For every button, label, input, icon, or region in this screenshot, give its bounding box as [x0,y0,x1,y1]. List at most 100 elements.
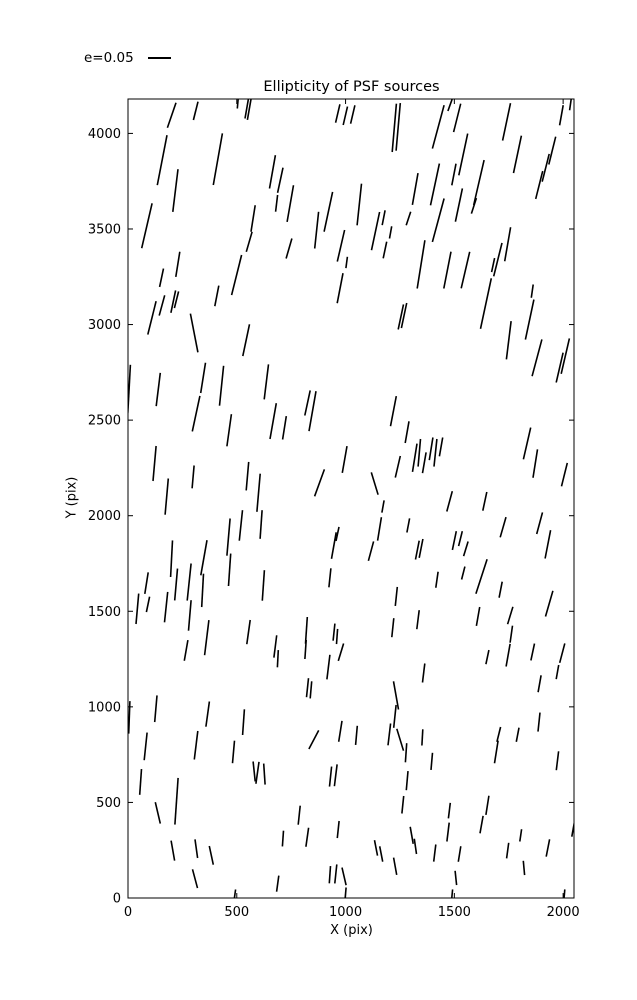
ellipticity-stick [447,99,453,112]
x-tick-label: 1500 [438,905,471,920]
ellipticity-stick [400,302,408,329]
ellipticity-stick [391,103,398,153]
ellipticity-stick [276,167,284,193]
ellipticity-stick [334,104,341,123]
y-tick-label: 4000 [88,127,121,142]
ellipticity-stick [174,777,179,825]
ellipticity-stick [541,153,550,182]
y-tick-label: 1000 [88,700,121,715]
chart-title: Ellipticity of PSF sources [263,79,440,95]
ellipticity-stick [537,712,541,732]
ellipticity-stick [227,553,232,587]
ellipticity-stick [492,242,503,277]
ellipticity-stick [154,802,162,824]
ellipticity-stick [286,185,295,223]
ellipticity-stick [313,469,326,497]
ellipticity-stick [187,600,192,631]
ellipticity-stick [241,709,246,736]
ellipticity-stick [470,197,478,214]
ellipticity-stick [203,620,210,656]
ellipticity-stick [475,558,488,595]
ellipticity-stick [421,729,424,746]
ellipticity-stick [382,241,388,259]
ellipticity-stick [506,606,514,625]
ellipticity-stick [144,572,149,595]
ellipticity-stick [452,103,462,133]
ellipticity-stick [138,769,143,795]
ellipticity-stick [392,681,400,710]
ellipticity-stick [342,106,349,126]
ellipticity-stick [328,866,332,884]
ellipticity-stick [443,251,452,289]
ellipticity-stick [218,365,225,406]
ellipticity-stick [354,725,359,745]
ellipticity-stick [512,135,523,174]
ellipticity-stick [509,625,514,643]
ellipticity-stick [345,256,349,269]
ellipticity-stick [397,304,405,330]
ellipticity-stick [333,764,338,787]
ellipticity-stick [460,251,471,289]
legend-label: e=0.05 [84,50,134,66]
ellipticity-stick [409,826,414,844]
ellipticity-stick [145,596,151,613]
ellipticity-stick [555,352,564,383]
ellipticity-stick [493,740,499,764]
y-tick-label: 500 [96,796,121,811]
ellipticity-stick [166,102,177,128]
ellipticity-stick [370,211,381,251]
x-tick-label: 500 [224,905,249,920]
ellipticity-stick [485,649,490,665]
ellipticity-stick [244,99,250,119]
ellipticity-stick [274,194,279,212]
ellipticity-stick [246,619,251,645]
ellipticity-stick [349,105,356,124]
ellipticity-stick [191,869,199,889]
ellipticity-stick [233,889,237,898]
ellipticity-stick [236,99,239,109]
ellipticity-stick [356,183,363,226]
x-tick-label: 1000 [329,905,362,920]
ellipticity-stick [381,210,386,226]
ellipticity-stick [406,518,411,533]
ellipticity-stick [275,875,280,892]
ellipticity-stick [431,198,445,243]
ellipticity-stick [336,820,340,839]
ellipticity-stick [173,568,179,601]
ellipticity-stick [395,103,402,151]
ellipticity-stick [276,650,280,668]
ellipticity-stick [246,99,252,121]
ellipticity-stick [531,339,543,377]
ellipticity-stick [482,491,488,511]
ellipticity-stick [152,445,157,482]
ellipticity-stick [170,290,177,313]
ellipticity-stick [205,701,211,727]
ellipticity-stick [431,104,445,149]
ellipticity-stick [337,720,343,742]
ellipticity-stick [421,663,426,683]
ellipticity-stick [505,842,510,859]
ellipticity-stick [367,541,375,562]
ellipticity-stick [544,530,552,559]
ellipticity-stick [308,391,317,432]
ellipticity-stick [269,403,278,440]
ellipticity-stick [405,771,409,791]
ellipticity-stick [432,844,437,862]
ellipticity-stick [503,227,512,262]
ellipticity-stick [522,427,532,460]
ellipticity-stick [242,324,251,357]
ellipticity-stick [535,512,544,535]
ellipticity-stick [135,593,140,625]
ellipticity-stick [479,815,484,834]
ellipticity-stick [416,610,420,630]
ellipticity-stick [505,643,511,667]
ellipticity-stick [305,827,310,847]
ellipticity-stick [262,763,266,785]
ellipticity-stick [404,743,408,763]
ellipticity-stick [560,338,571,374]
ellipticity-stick [252,761,256,782]
ellipticity-stick [192,101,199,121]
ellipticity-stick [505,321,512,360]
ellipticity-stick [370,472,379,495]
